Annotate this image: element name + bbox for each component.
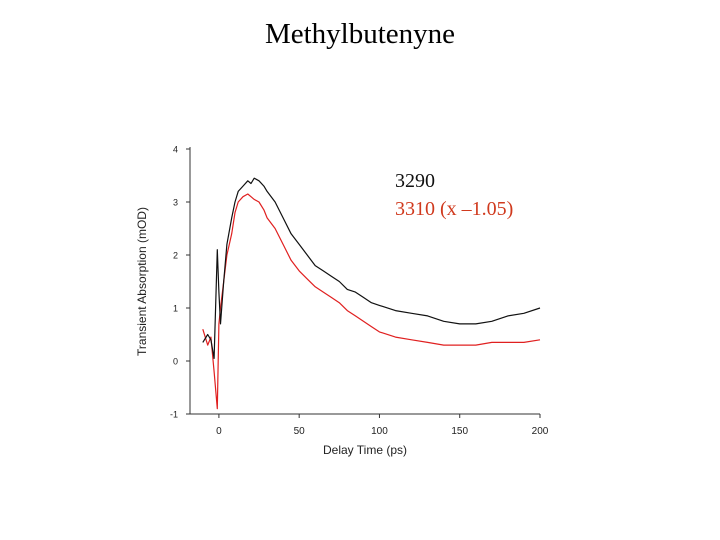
y-axis-label: Transient Absorption (mOD): [135, 207, 149, 356]
legend: 3290 3310 (x –1.05): [395, 170, 513, 220]
x-ticks: 0 50 100 150 200: [216, 414, 549, 437]
x-tick-label: 50: [294, 426, 306, 437]
y-tick-label: 0: [173, 357, 178, 367]
series-3310-line: [202, 193, 541, 410]
axes: [189, 147, 540, 415]
legend-item-3290: 3290: [395, 170, 435, 192]
x-tick-label: 0: [216, 426, 222, 437]
y-ticks: -1 0 1 2 3 4: [170, 145, 190, 420]
series-layer: [202, 177, 541, 410]
legend-item-3310: 3310 (x –1.05): [395, 198, 513, 220]
x-tick-label: 100: [371, 426, 388, 437]
x-axis-label: Delay Time (ps): [323, 443, 407, 457]
x-tick-label: 150: [451, 426, 468, 437]
x-tick-label: 200: [532, 426, 549, 437]
y-tick-label: 2: [173, 251, 178, 261]
y-tick-label: -1: [170, 410, 178, 420]
series-3290-line: [202, 177, 541, 359]
slide-title: Methylbutenyne: [264, 18, 456, 50]
y-tick-label: 3: [173, 198, 178, 208]
y-tick-label: 1: [173, 304, 178, 314]
y-tick-label: 4: [173, 145, 178, 155]
